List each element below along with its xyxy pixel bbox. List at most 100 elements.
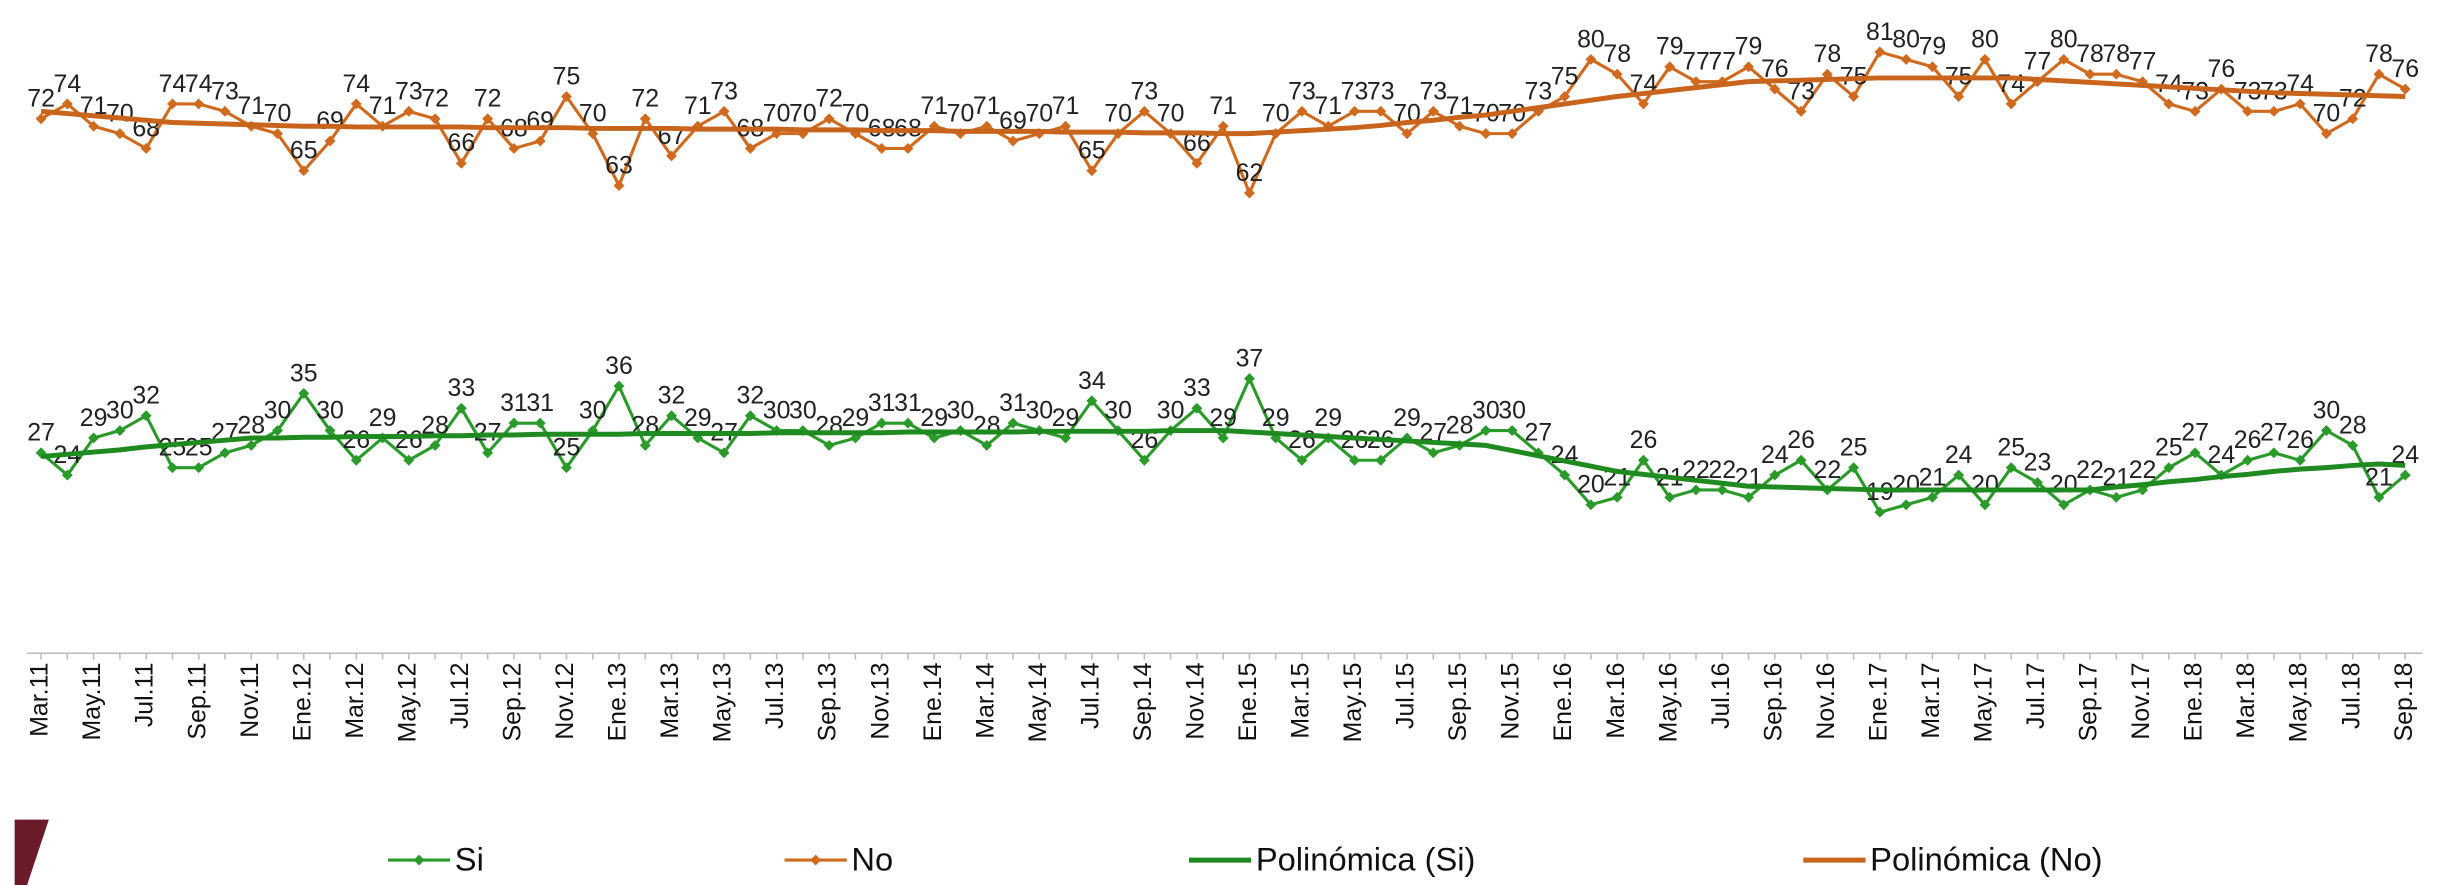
point-marker [1585,53,1597,65]
x-tick-label: Sep.18 [2390,663,2418,742]
corner-decoration [14,819,49,885]
point-marker [1296,454,1308,466]
x-tick-label: May.14 [1024,662,1052,742]
data-label: 72 [815,85,843,113]
trend-line [40,428,2406,493]
data-label: 73 [1367,77,1395,105]
point-marker [2268,447,2280,459]
data-label: 25 [2155,434,2183,462]
x-tick-label: Mar.13 [656,663,684,739]
data-label: 66 [448,129,476,157]
data-label: 75 [553,62,581,90]
point-marker [298,165,310,177]
data-label: 71 [1052,92,1080,120]
data-label: 29 [920,404,948,432]
data-label: 28 [2339,411,2367,439]
point-marker [1953,469,1965,481]
data-label: 27 [27,419,55,447]
point-marker [1900,53,1912,65]
data-label: 27 [2181,419,2209,447]
data-label: 73 [710,77,738,105]
legend-label: Polinómica (Si) [1256,840,1476,877]
data-label: 63 [605,151,633,179]
point-marker [482,113,494,125]
data-label: 22 [2129,456,2157,484]
data-label: 70 [106,100,134,128]
data-label: 29 [1052,404,1080,432]
x-tick-label: Mar.17 [1917,663,1945,739]
point-marker [1007,135,1019,147]
data-label: 26 [2234,426,2262,454]
data-label: 33 [448,374,476,402]
point-marker [2163,462,2175,474]
point-marker [508,417,520,429]
x-tick-label: Nov.12 [551,663,579,740]
point-marker [1138,105,1150,117]
x-tick-label: Sep.15 [1444,663,1472,742]
point-marker [1217,120,1229,132]
point-marker [429,439,441,451]
point-marker [613,180,625,192]
point-marker [1690,76,1702,88]
data-label: 20 [1577,471,1605,499]
point-marker [1926,491,1938,503]
legend-label: No [851,840,893,877]
data-label: 20 [2050,471,2078,499]
data-label: 78 [2102,40,2130,68]
point-marker [482,447,494,459]
data-label: 77 [2024,48,2052,76]
point-marker [193,98,205,110]
point-marker [2399,83,2411,95]
data-label: 30 [264,396,292,424]
data-label: 21 [2365,463,2393,491]
point-marker [561,462,572,474]
data-label: 74 [54,70,82,98]
point-marker [272,425,283,436]
point-marker [455,402,467,414]
data-label: 32 [132,382,160,410]
point-marker [1138,454,1150,466]
x-tick-label: Nov.11 [236,663,264,738]
data-label: 76 [2391,55,2419,83]
legend-label: Si [455,840,484,877]
data-label: 30 [1157,396,1185,424]
x-tick-label: Ene.14 [919,662,947,741]
x-tick-label: Jul.13 [761,663,789,729]
x-tick-label: May.11 [78,663,106,741]
data-label: 30 [1498,396,1526,424]
data-label: 72 [631,85,659,113]
point-marker [350,454,362,466]
point-marker [1638,454,1649,466]
data-label: 72 [2339,85,2367,113]
point-marker [2373,491,2385,503]
point-marker [245,439,257,451]
data-label: 26 [2286,426,2314,454]
data-label: 34 [1078,367,1106,395]
point-marker [2320,128,2332,140]
x-tick-label: Sep.16 [1759,663,1787,742]
x-tick-label: Jul.11 [131,663,159,728]
point-marker [2189,105,2201,117]
data-label: 35 [290,359,318,387]
data-label: 37 [1236,345,1264,373]
data-label: 33 [1183,374,1211,402]
data-label: 30 [1025,396,1053,424]
data-label: 73 [1341,77,1369,105]
data-label: 22 [1708,456,1736,484]
data-label: 29 [1314,404,1342,432]
x-tick-label: May.18 [2285,663,2313,743]
point-marker [219,105,231,117]
x-tick-label: Mar.16 [1602,663,1630,739]
point-marker [1559,469,1571,481]
point-marker [166,98,178,110]
point-marker [1848,462,1860,474]
data-label: 70 [2313,100,2341,128]
data-label: 78 [2076,40,2104,68]
point-marker [1007,417,1019,429]
point-marker [2084,68,2096,80]
data-label: 81 [1866,18,1894,46]
point-marker [1060,120,1071,132]
data-label: 71 [1314,92,1342,120]
